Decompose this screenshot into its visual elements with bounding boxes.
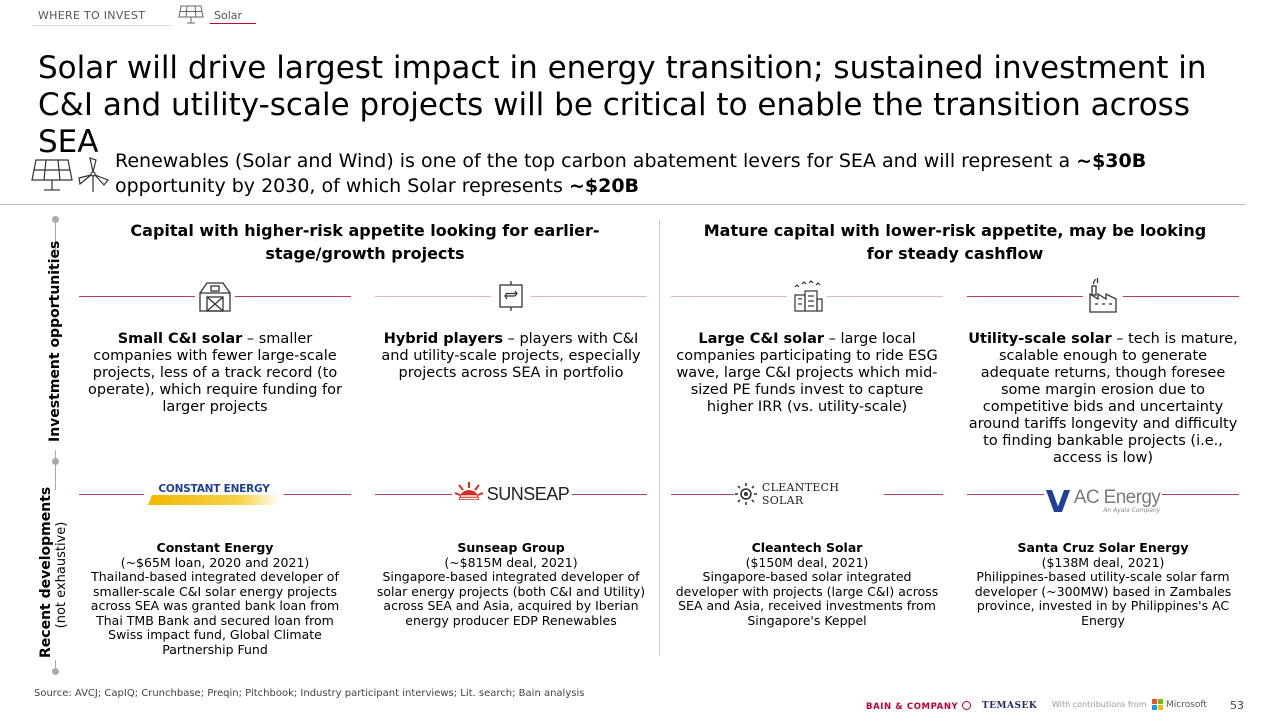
page-title: Solar will drive largest impact in energ… xyxy=(38,50,1207,160)
row-axis-dot xyxy=(52,668,59,675)
row-axis-dot xyxy=(52,458,59,465)
microsoft-squares-icon xyxy=(1152,699,1163,710)
development-constant-energy: Constant Energy (~$65M loan, 2020 and 202… xyxy=(90,540,340,657)
source-note: Source: AVCJ; CapIQ; Crunchbase; Preqin;… xyxy=(34,688,585,699)
intro-statement: Renewables (Solar and Wind) is one of th… xyxy=(115,150,1147,197)
opportunity-hybrid: Hybrid players – players with C&I and ut… xyxy=(381,331,641,381)
buildings-icon xyxy=(787,278,827,314)
opportunity-small-ci: Small C&I solar – smaller companies with… xyxy=(88,331,342,415)
renewables-icons xyxy=(30,154,112,194)
row-label-investment: Investment opportunities xyxy=(47,240,63,442)
temasek-logo: TEMASEK xyxy=(982,701,1038,711)
barn-icon xyxy=(195,278,235,314)
development-cleantech: Cleantech Solar ($150M deal, 2021) Singapo… xyxy=(675,540,939,628)
column-header-left: Capital with higher-risk appetite lookin… xyxy=(130,221,600,263)
row-label-recent: Recent developments (not exhaustive) xyxy=(38,486,69,658)
development-sunseap: Sunseap Group (~$815M deal, 2021) Singapor… xyxy=(376,540,646,628)
ac-energy-logo: AC Energy An Ayala Company xyxy=(1044,482,1162,520)
solar-panel-icon xyxy=(178,4,204,24)
row-axis-dot xyxy=(52,216,59,223)
opportunity-large-ci: Large C&I solar – large local companies … xyxy=(676,331,938,415)
breadcrumb-topic[interactable]: Solar xyxy=(214,9,243,22)
bain-logo: BAIN & COMPANY xyxy=(866,701,971,712)
opportunity-utility: Utility-scale solar – tech is mature, sc… xyxy=(968,331,1238,466)
hybrid-icon xyxy=(491,278,531,314)
intro-divider xyxy=(0,204,1245,205)
development-santa-cruz: Santa Cruz Solar Energy ($138M deal, 2021… xyxy=(974,540,1232,628)
cleantech-solar-logo: CLEANTECH SOLAR xyxy=(734,480,884,508)
breadcrumb-section: WHERE TO INVEST xyxy=(38,9,146,22)
breadcrumb-divider xyxy=(32,25,172,26)
microsoft-logo: Microsoft xyxy=(1152,699,1207,710)
constant-energy-logo: CONSTANT ENERGY xyxy=(144,478,284,510)
factory-icon xyxy=(1083,278,1123,314)
column-divider xyxy=(659,220,660,656)
sunseap-logo: SUNSEAP xyxy=(452,478,572,510)
breadcrumb-active-underline xyxy=(210,23,256,24)
page-number: 53 xyxy=(1230,699,1244,712)
contributions-label: With contributions from xyxy=(1052,700,1147,709)
column-header-right: Mature capital with lower-risk appetite,… xyxy=(703,221,1207,263)
